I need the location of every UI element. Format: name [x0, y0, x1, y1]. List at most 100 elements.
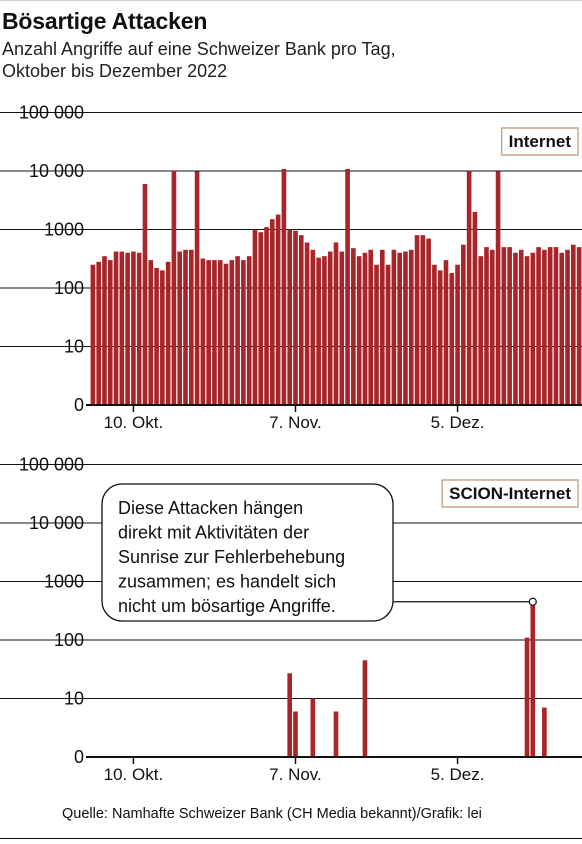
bar [160, 270, 165, 405]
x-tick-label: 7. Nov. [269, 413, 322, 432]
bottom-rule [0, 838, 582, 839]
bar [553, 247, 559, 405]
bar [171, 171, 177, 405]
bar [90, 264, 96, 405]
bar [379, 249, 385, 405]
bar [241, 260, 246, 405]
y-tick-label: 100 000 [19, 103, 84, 123]
bar [524, 256, 530, 405]
bar [576, 247, 582, 405]
bar [414, 235, 420, 405]
bar [165, 261, 171, 405]
bar [461, 244, 466, 405]
y-tick-label: 1000 [44, 220, 84, 240]
bar [96, 261, 101, 405]
bar [310, 698, 316, 757]
y-tick-label: 1000 [44, 572, 84, 592]
bar [131, 251, 136, 405]
bar [293, 711, 298, 757]
bar [542, 249, 547, 405]
bar [368, 249, 374, 405]
top-rule [0, 0, 582, 1]
bar [200, 258, 206, 405]
bar [322, 256, 327, 405]
bar [217, 260, 223, 405]
annotation-line: Sunrise zur Fehlerbehebung [118, 547, 345, 567]
bar [530, 601, 536, 757]
bar [293, 230, 298, 405]
annotation-line: nicht um bösartige Angriffe. [118, 596, 336, 616]
bar [252, 229, 258, 405]
bar [501, 247, 507, 405]
y-tick-label: 100 000 [19, 455, 84, 475]
bar [530, 252, 536, 405]
bar [408, 249, 414, 405]
legend-border [500, 127, 579, 156]
bar [472, 211, 478, 405]
bar [229, 260, 235, 405]
bar [258, 232, 264, 405]
annotation-line: Diese Attacken hängen [118, 498, 303, 518]
bar [235, 256, 240, 405]
bar [136, 252, 142, 405]
bar [455, 264, 460, 405]
bar [281, 169, 287, 405]
annotation-marker [528, 597, 537, 606]
y-tick-label: 0 [74, 395, 84, 415]
bar [125, 252, 130, 405]
bar [513, 252, 518, 405]
bar [391, 249, 397, 405]
bar [565, 249, 570, 405]
bar [316, 257, 321, 405]
bar [466, 171, 472, 405]
panel-scion-internet: 0 10 100 1000 10 000 100 000 10. Okt. 7. Nov. 5.… [0, 455, 582, 784]
y-tick-label: 10 000 [29, 161, 84, 181]
x-tick-label: 5. Dez. [431, 413, 485, 432]
bar [495, 171, 501, 405]
bar [542, 707, 547, 757]
subtitle-line-1: Anzahl Angriffe auf eine Schweizer Bank … [2, 39, 396, 59]
bar [333, 711, 339, 757]
bar [356, 256, 362, 405]
bar [333, 242, 339, 405]
subtitle-line-2: Oktober bis Dezember 2022 [2, 61, 228, 81]
annotation-box [101, 483, 394, 622]
bar [212, 260, 217, 405]
bar [374, 264, 379, 405]
bar [489, 249, 495, 405]
bar [478, 256, 484, 405]
x-tick-label: 7. Nov. [269, 765, 322, 784]
bar [536, 247, 541, 405]
bar [304, 242, 310, 405]
annotation-line: direkt mit Aktivitäten der [118, 523, 309, 543]
bar [148, 260, 154, 405]
bar [246, 256, 252, 405]
y-tick-label: 10 [64, 337, 84, 357]
bar [119, 251, 125, 405]
legend-box: Internet [500, 127, 579, 156]
legend-label: Internet [509, 132, 572, 151]
y-tick-label: 10 000 [29, 513, 84, 533]
bar [385, 264, 391, 405]
chart-title: Bösartige Attacken [2, 8, 208, 34]
bar [432, 264, 437, 405]
bar [420, 235, 426, 405]
chart-subtitle: Anzahl Angriffe auf eine Schweizer Bank … [2, 38, 562, 82]
legend-box: SCION-Internet [441, 479, 579, 508]
bar [113, 251, 119, 405]
bar [524, 637, 530, 757]
bar [362, 252, 368, 405]
bar [183, 249, 188, 405]
bar [107, 260, 113, 405]
bar [449, 273, 455, 405]
bar [559, 252, 565, 405]
bar [507, 247, 512, 405]
bar [362, 660, 368, 757]
bar [310, 249, 316, 405]
bar [287, 229, 293, 405]
bar [345, 169, 350, 405]
bar [142, 183, 148, 405]
legend-label: SCION-Internet [449, 484, 571, 503]
x-tick-label: 5. Dez. [431, 765, 485, 784]
